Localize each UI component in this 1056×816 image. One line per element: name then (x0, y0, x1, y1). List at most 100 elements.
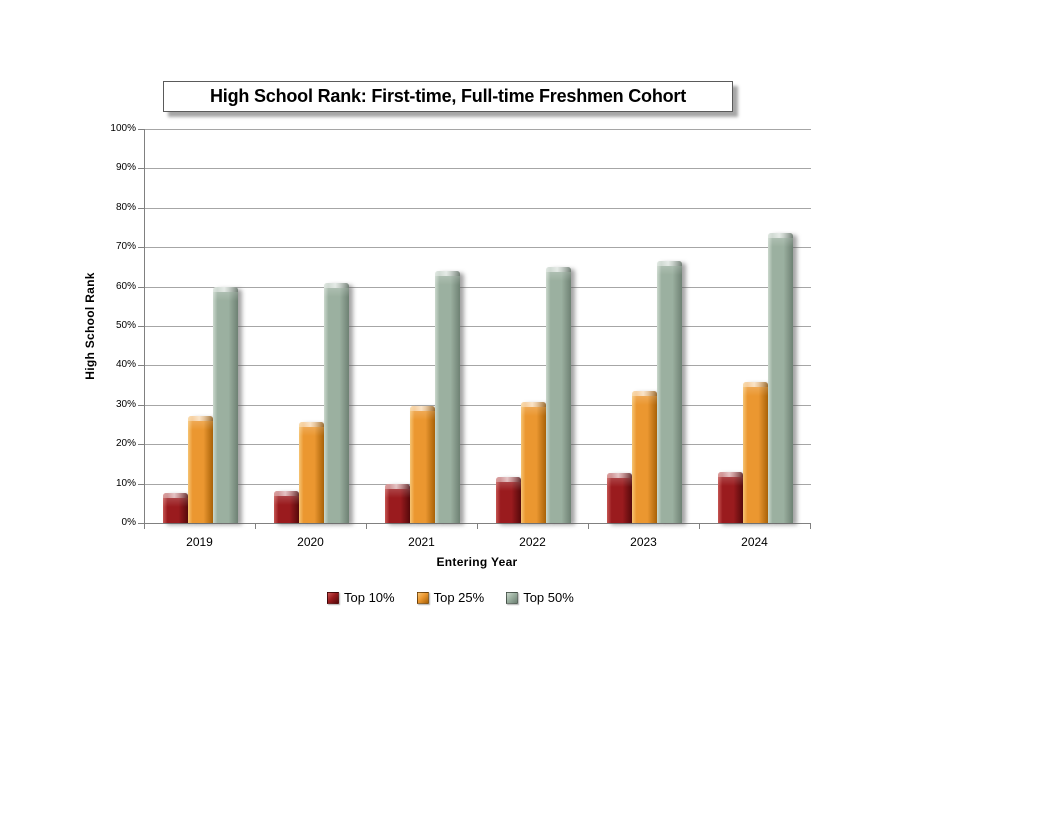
bar-sheen (410, 406, 435, 523)
bar-sheen (718, 472, 743, 523)
gridline (145, 326, 811, 327)
bar-top-bevel (743, 382, 768, 387)
bar-top-bevel (546, 267, 571, 272)
y-axis-tick (138, 484, 144, 485)
y-axis-tick-label: 100% (110, 123, 136, 134)
bar-sheen (324, 283, 349, 523)
y-axis-tick-label: 70% (115, 241, 136, 252)
bar-top-bevel (410, 406, 435, 411)
x-category-label: 2019 (186, 535, 213, 549)
y-axis-tick (138, 168, 144, 169)
y-axis-tick (138, 326, 144, 327)
y-axis-tick-label: 40% (115, 359, 136, 370)
bar-top-bevel (299, 422, 324, 427)
bar-sheen (743, 382, 768, 523)
bar-top-bevel (496, 477, 521, 482)
bar-sheen (163, 493, 188, 523)
bar-top-bevel (324, 283, 349, 288)
y-axis-tick (138, 247, 144, 248)
x-axis-title: Entering Year (436, 555, 518, 569)
bar-top-bevel (607, 473, 632, 478)
bar-top-bevel (385, 484, 410, 489)
legend-label: Top 10% (344, 590, 395, 605)
x-axis-tick (810, 524, 811, 529)
x-axis-tick (144, 524, 145, 529)
y-axis-tick-label: 10% (115, 478, 136, 489)
legend-item-top-50: Top 50% (506, 590, 574, 605)
bar-top-25-2024 (743, 382, 768, 523)
bar-top-50-2021 (435, 271, 460, 523)
x-axis-tick (477, 524, 478, 529)
legend-label: Top 25% (433, 590, 485, 605)
y-axis-tick-label: 20% (115, 438, 136, 449)
bar-top-25-2022 (521, 402, 546, 523)
x-category-label: 2024 (741, 535, 768, 549)
gridline (145, 247, 811, 248)
x-category-label: 2020 (297, 535, 324, 549)
y-axis-tick (138, 405, 144, 406)
legend-label: Top 50% (523, 590, 574, 605)
bar-top-25-2019 (188, 416, 213, 523)
legend-swatch-icon (416, 591, 429, 604)
bar-top-10-2022 (496, 477, 521, 523)
bar-sheen (521, 402, 546, 523)
gridline (145, 365, 811, 366)
bar-top-10-2023 (607, 473, 632, 523)
gridline (145, 405, 811, 406)
x-category-label: 2021 (408, 535, 435, 549)
bar-top-10-2024 (718, 472, 743, 523)
bar-sheen (435, 271, 460, 523)
bar-top-bevel (163, 493, 188, 498)
bar-top-25-2021 (410, 406, 435, 523)
bar-top-bevel (213, 287, 238, 292)
chart-title-box: High School Rank: First-time, Full-time … (163, 81, 733, 112)
x-category-label: 2023 (630, 535, 657, 549)
x-axis-tick (588, 524, 589, 529)
bar-sheen (496, 477, 521, 523)
bar-sheen (274, 491, 299, 523)
bar-top-50-2024 (768, 233, 793, 523)
y-axis-tick-label: 30% (115, 399, 136, 410)
x-axis-tick (255, 524, 256, 529)
y-axis-tick (138, 287, 144, 288)
legend-swatch-icon (506, 591, 519, 604)
bar-top-bevel (435, 271, 460, 276)
plot-area (144, 129, 811, 524)
y-axis-tick (138, 444, 144, 445)
bar-top-50-2023 (657, 261, 682, 523)
bar-top-10-2021 (385, 484, 410, 523)
bar-top-bevel (632, 391, 657, 396)
y-axis-tick (138, 523, 144, 524)
y-axis-tick (138, 208, 144, 209)
bar-sheen (607, 473, 632, 523)
y-axis-tick-label: 90% (115, 162, 136, 173)
bar-top-bevel (718, 472, 743, 477)
bar-sheen (768, 233, 793, 523)
bar-top-50-2022 (546, 267, 571, 523)
bar-top-bevel (521, 402, 546, 407)
y-axis-tick-label: 60% (115, 281, 136, 292)
bar-top-bevel (768, 233, 793, 238)
bar-top-bevel (274, 491, 299, 496)
bar-top-50-2019 (213, 287, 238, 523)
x-axis-tick (366, 524, 367, 529)
legend: Top 10% Top 25% Top 50% (327, 590, 574, 605)
bar-top-bevel (657, 261, 682, 266)
bar-sheen (188, 416, 213, 523)
y-axis-tick-label: 80% (115, 202, 136, 213)
legend-item-top-25: Top 25% (416, 590, 485, 605)
y-axis-tick (138, 365, 144, 366)
y-axis-tick-label: 50% (115, 320, 136, 331)
gridline (145, 484, 811, 485)
x-axis-tick (699, 524, 700, 529)
gridline (145, 168, 811, 169)
chart-title: High School Rank: First-time, Full-time … (209, 86, 687, 106)
bar-top-10-2020 (274, 491, 299, 523)
bar-sheen (385, 484, 410, 523)
gridline (145, 129, 811, 130)
bar-top-10-2019 (163, 493, 188, 523)
bar-sheen (657, 261, 682, 523)
bar-top-50-2020 (324, 283, 349, 523)
bar-top-25-2020 (299, 422, 324, 523)
